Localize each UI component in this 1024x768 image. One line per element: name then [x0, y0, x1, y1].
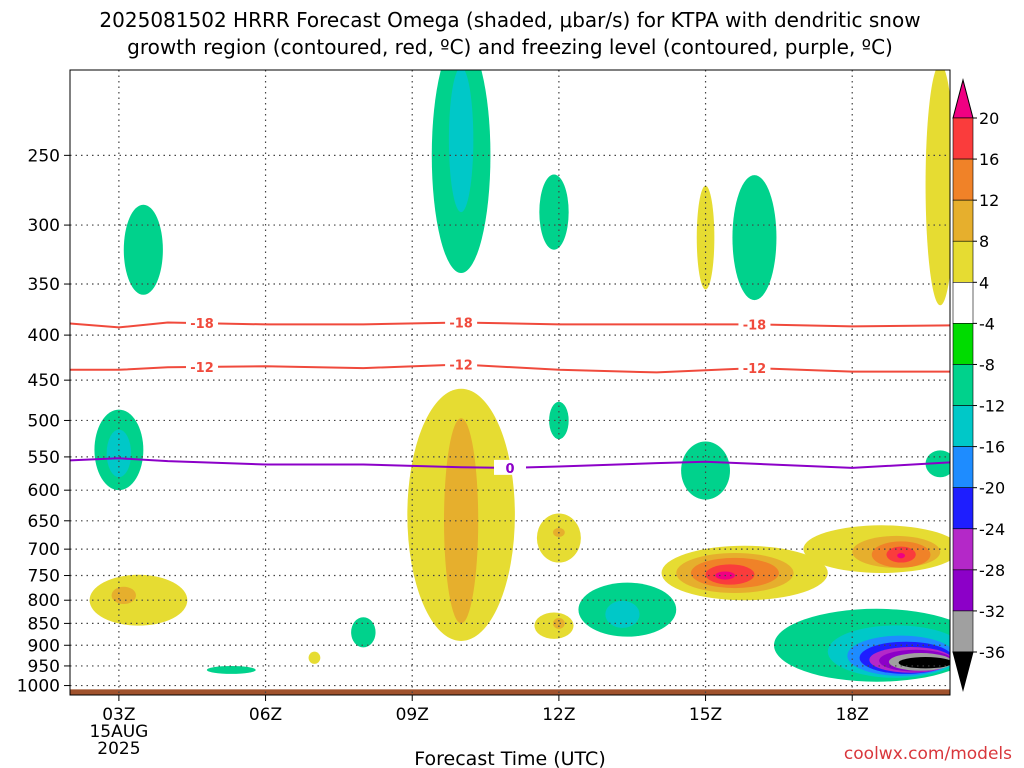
- y-tick-label: 600: [28, 481, 60, 501]
- contour-label-0: 0: [505, 462, 514, 477]
- omega-region-33: [925, 70, 950, 306]
- colorbar-box-1: [952, 117, 974, 160]
- colorbar-top-arrow: [952, 78, 974, 119]
- colorbar: 20 16 12 8 4 -4 -8 -12 -16 -20 -24 -28 -32 -36: [952, 78, 1005, 692]
- colorbar-label: 4: [979, 273, 989, 292]
- colorbar-box-9: [952, 446, 974, 488]
- colorbar-label: -8: [979, 355, 995, 374]
- omega-region-1: [106, 429, 132, 478]
- omega-region-5: [206, 665, 256, 674]
- omega-region-13: [549, 401, 569, 440]
- omega-region-19: [605, 600, 640, 628]
- colorbar-box-13: [952, 610, 974, 653]
- x-axis-title: Forecast Time (UTC): [414, 748, 605, 768]
- x-tick-label: 12Z: [542, 705, 575, 725]
- colorbar-box-10: [952, 487, 974, 530]
- omega-region-20: [681, 441, 730, 500]
- x-tick-year: 2025: [97, 739, 140, 759]
- x-tick-label: 06Z: [249, 705, 282, 725]
- omega-region-42: [898, 657, 950, 669]
- y-tick-label: 400: [28, 326, 60, 346]
- chart-title-line2: growth region (contoured, red, ºC) and f…: [127, 35, 893, 59]
- y-tick-label: 350: [28, 275, 60, 295]
- x-tick-date: 15AUG: [89, 722, 148, 742]
- omega-region-7: [351, 617, 376, 648]
- omega-shading: [89, 70, 950, 682]
- ground-band: [70, 689, 950, 695]
- colorbar-box-5: [952, 282, 974, 324]
- dotted-grid: [70, 70, 950, 695]
- omega-region-22: [732, 175, 777, 301]
- y-tick-label: 850: [28, 614, 60, 634]
- y-tick-label: 500: [28, 411, 60, 431]
- colorbar-label: -20: [979, 479, 1005, 498]
- colorbar-bottom-arrow: [952, 651, 974, 692]
- y-axis-ticks: 2503003504004505005506006507007508008509…: [17, 146, 70, 697]
- temperature-contours: -18 -18 -18 -12 -12 -12 0: [70, 314, 950, 477]
- colorbar-label: -32: [979, 602, 1005, 621]
- colorbar-label: -24: [979, 520, 1005, 539]
- contour-label-bg: [738, 360, 771, 376]
- colorbar-box-11: [952, 528, 974, 571]
- contour-label-bg: [445, 356, 478, 372]
- y-tick-label: 950: [28, 657, 60, 677]
- omega-region-3: [89, 574, 188, 626]
- contour-label--12: -12: [190, 361, 214, 376]
- contour-label-bg: [738, 316, 771, 332]
- colorbar-box-4: [952, 240, 974, 283]
- colorbar-box-12: [952, 569, 974, 612]
- colorbar-box-8: [952, 405, 974, 447]
- contour-label--18: -18: [449, 316, 473, 331]
- y-tick-label: 550: [28, 448, 60, 468]
- contour-label--12: -12: [743, 362, 767, 377]
- colorbar-label: -28: [979, 561, 1005, 580]
- colorbar-label: 16: [979, 150, 999, 169]
- colorbar-label: 20: [979, 109, 999, 128]
- contour-label--18: -18: [743, 318, 767, 333]
- contour-label-bg: [494, 459, 526, 475]
- colorbar-label: -4: [979, 314, 995, 333]
- y-tick-label: 900: [28, 636, 60, 656]
- y-tick-label: 450: [28, 371, 60, 391]
- credit-text: coolwx.com/models: [844, 744, 1012, 764]
- omega-region-12: [539, 174, 569, 250]
- y-tick-label: 300: [28, 216, 60, 236]
- contour-label-bg: [445, 314, 478, 330]
- colorbar-box-2: [952, 158, 974, 201]
- omega-region-21: [696, 185, 715, 290]
- omega-region-32: [897, 552, 906, 559]
- colorbar-label: -36: [979, 643, 1005, 662]
- y-tick-label: 1000: [17, 677, 60, 697]
- plot-frame: [69, 69, 951, 696]
- colorbar-label: 8: [979, 232, 989, 251]
- contour-label-bg: [186, 358, 218, 374]
- chart-title-line1: 2025081502 HRRR Forecast Omega (shaded, …: [99, 8, 920, 32]
- omega-region-2: [123, 204, 163, 295]
- colorbar-box-7: [952, 364, 974, 406]
- x-tick-label: 18Z: [836, 705, 869, 725]
- contour-label--18: -18: [190, 317, 214, 332]
- contour-label-bg: [186, 315, 218, 331]
- y-tick-label: 250: [28, 146, 60, 166]
- omega-region-17: [553, 618, 565, 629]
- colorbar-label: -16: [979, 438, 1005, 457]
- omega-region-9: [448, 70, 474, 213]
- y-tick-label: 750: [28, 567, 60, 587]
- x-tick-label: 09Z: [396, 705, 429, 725]
- colorbar-box-3: [952, 199, 974, 242]
- x-tick-label: 15Z: [689, 705, 722, 725]
- contour-label--12: -12: [449, 359, 473, 374]
- colorbar-box-6: [952, 323, 974, 365]
- y-tick-label: 800: [28, 591, 60, 611]
- omega-region-4: [111, 586, 136, 605]
- colorbar-label: 12: [979, 191, 999, 210]
- plot-area: -18 -18 -18 -12 -12 -12 0 250 300 350 400 450 500 55…: [17, 69, 951, 759]
- y-tick-label: 650: [28, 512, 60, 532]
- colorbar-label: -12: [979, 397, 1005, 416]
- x-tick-label: 03Z: [102, 705, 135, 725]
- omega-region-6: [308, 651, 321, 664]
- y-tick-label: 700: [28, 540, 60, 560]
